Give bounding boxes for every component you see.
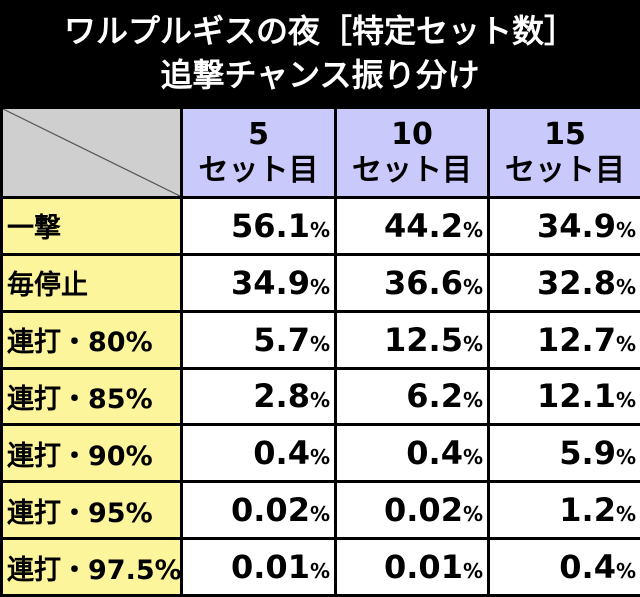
row-label: 一撃: [0, 196, 183, 256]
value-number: 44.2: [384, 206, 463, 245]
value-cell: 1.2%: [487, 480, 640, 541]
value-cell: 34.9%: [487, 196, 640, 256]
percent-sign: %: [309, 502, 330, 527]
value-cell: 6.2%: [334, 366, 490, 427]
distribution-table: 5 セット目 10 セット目 15 セット目 一撃 56.1% 44.2% 34…: [0, 106, 640, 597]
percent-sign: %: [462, 388, 483, 413]
diagonal-line: [3, 109, 180, 196]
column-header: 10 セット目: [334, 106, 490, 199]
column-header-number: 5: [248, 116, 269, 152]
value-number: 2.8: [253, 377, 310, 416]
column-header-unit: セット目: [505, 152, 625, 188]
percent-sign: %: [309, 331, 330, 356]
value-number: 0.02: [231, 491, 310, 530]
table-row: 毎停止 34.9% 36.6% 32.8%: [0, 252, 640, 313]
title-line-1: ワルプルギスの夜［特定セット数］: [63, 12, 576, 50]
percent-sign: %: [309, 388, 330, 413]
value-number: 0.01: [231, 548, 310, 587]
value-cell: 12.1%: [487, 366, 640, 427]
value-number: 36.6: [384, 263, 463, 302]
percent-sign: %: [309, 217, 330, 242]
value-number: 12.7: [537, 320, 616, 359]
percent-sign: %: [309, 559, 330, 584]
value-number: 56.1: [231, 206, 310, 245]
row-label: 連打・90%: [0, 423, 183, 484]
value-number: 5.7: [253, 320, 310, 359]
percent-sign: %: [462, 274, 483, 299]
table-row: 連打・97.5% 0.01% 0.01% 0.4%: [0, 537, 640, 597]
header-row: 5 セット目 10 セット目 15 セット目: [0, 106, 640, 199]
value-number: 0.4: [559, 548, 616, 587]
value-cell: 0.4%: [180, 423, 337, 484]
percent-sign: %: [615, 274, 636, 299]
value-number: 0.02: [384, 491, 463, 530]
value-number: 34.9: [537, 206, 616, 245]
percent-sign: %: [615, 217, 636, 242]
row-label: 連打・95%: [0, 480, 183, 541]
percent-sign: %: [462, 502, 483, 527]
value-cell: 12.7%: [487, 309, 640, 370]
table-row: 連打・80% 5.7% 12.5% 12.7%: [0, 309, 640, 370]
page-title: ワルプルギスの夜［特定セット数］ 追撃チャンス振り分け: [0, 0, 640, 106]
title-line-2: 追撃チャンス振り分け: [160, 56, 480, 94]
column-header-number: 15: [544, 116, 586, 152]
value-number: 32.8: [537, 263, 616, 302]
value-cell: 0.02%: [334, 480, 490, 541]
percent-sign: %: [462, 559, 483, 584]
percent-sign: %: [615, 445, 636, 470]
percent-sign: %: [615, 559, 636, 584]
corner-cell: [0, 106, 183, 199]
value-cell: 44.2%: [334, 196, 490, 256]
value-cell: 2.8%: [180, 366, 337, 427]
percent-sign: %: [615, 388, 636, 413]
percent-sign: %: [462, 217, 483, 242]
row-label: 連打・97.5%: [0, 537, 183, 597]
column-header-number: 10: [391, 116, 433, 152]
column-header: 5 セット目: [180, 106, 337, 199]
row-label: 連打・85%: [0, 366, 183, 427]
column-header-unit: セット目: [352, 152, 472, 188]
percent-sign: %: [615, 502, 636, 527]
value-number: 6.2: [406, 377, 463, 416]
row-label: 連打・80%: [0, 309, 183, 370]
percent-sign: %: [462, 445, 483, 470]
percent-sign: %: [309, 445, 330, 470]
table-row: 連打・95% 0.02% 0.02% 1.2%: [0, 480, 640, 541]
row-label: 毎停止: [0, 252, 183, 313]
table-row: 一撃 56.1% 44.2% 34.9%: [0, 196, 640, 256]
value-number: 5.9: [559, 434, 616, 473]
value-number: 12.5: [384, 320, 463, 359]
value-cell: 34.9%: [180, 252, 337, 313]
value-cell: 5.7%: [180, 309, 337, 370]
value-number: 0.01: [384, 548, 463, 587]
percent-sign: %: [309, 274, 330, 299]
value-number: 0.4: [253, 434, 310, 473]
percent-sign: %: [462, 331, 483, 356]
value-cell: 32.8%: [487, 252, 640, 313]
value-number: 34.9: [231, 263, 310, 302]
value-number: 0.4: [406, 434, 463, 473]
value-cell: 12.5%: [334, 309, 490, 370]
value-number: 12.1: [537, 377, 616, 416]
column-header: 15 セット目: [487, 106, 640, 199]
column-header-unit: セット目: [198, 152, 319, 188]
value-cell: 5.9%: [487, 423, 640, 484]
percent-sign: %: [615, 331, 636, 356]
value-cell: 0.01%: [180, 537, 337, 597]
value-number: 1.2: [559, 491, 616, 530]
value-cell: 0.4%: [334, 423, 490, 484]
value-cell: 0.4%: [487, 537, 640, 597]
table-row: 連打・85% 2.8% 6.2% 12.1%: [0, 366, 640, 427]
value-cell: 0.01%: [334, 537, 490, 597]
value-cell: 36.6%: [334, 252, 490, 313]
value-cell: 0.02%: [180, 480, 337, 541]
value-cell: 56.1%: [180, 196, 337, 256]
table-row: 連打・90% 0.4% 0.4% 5.9%: [0, 423, 640, 484]
